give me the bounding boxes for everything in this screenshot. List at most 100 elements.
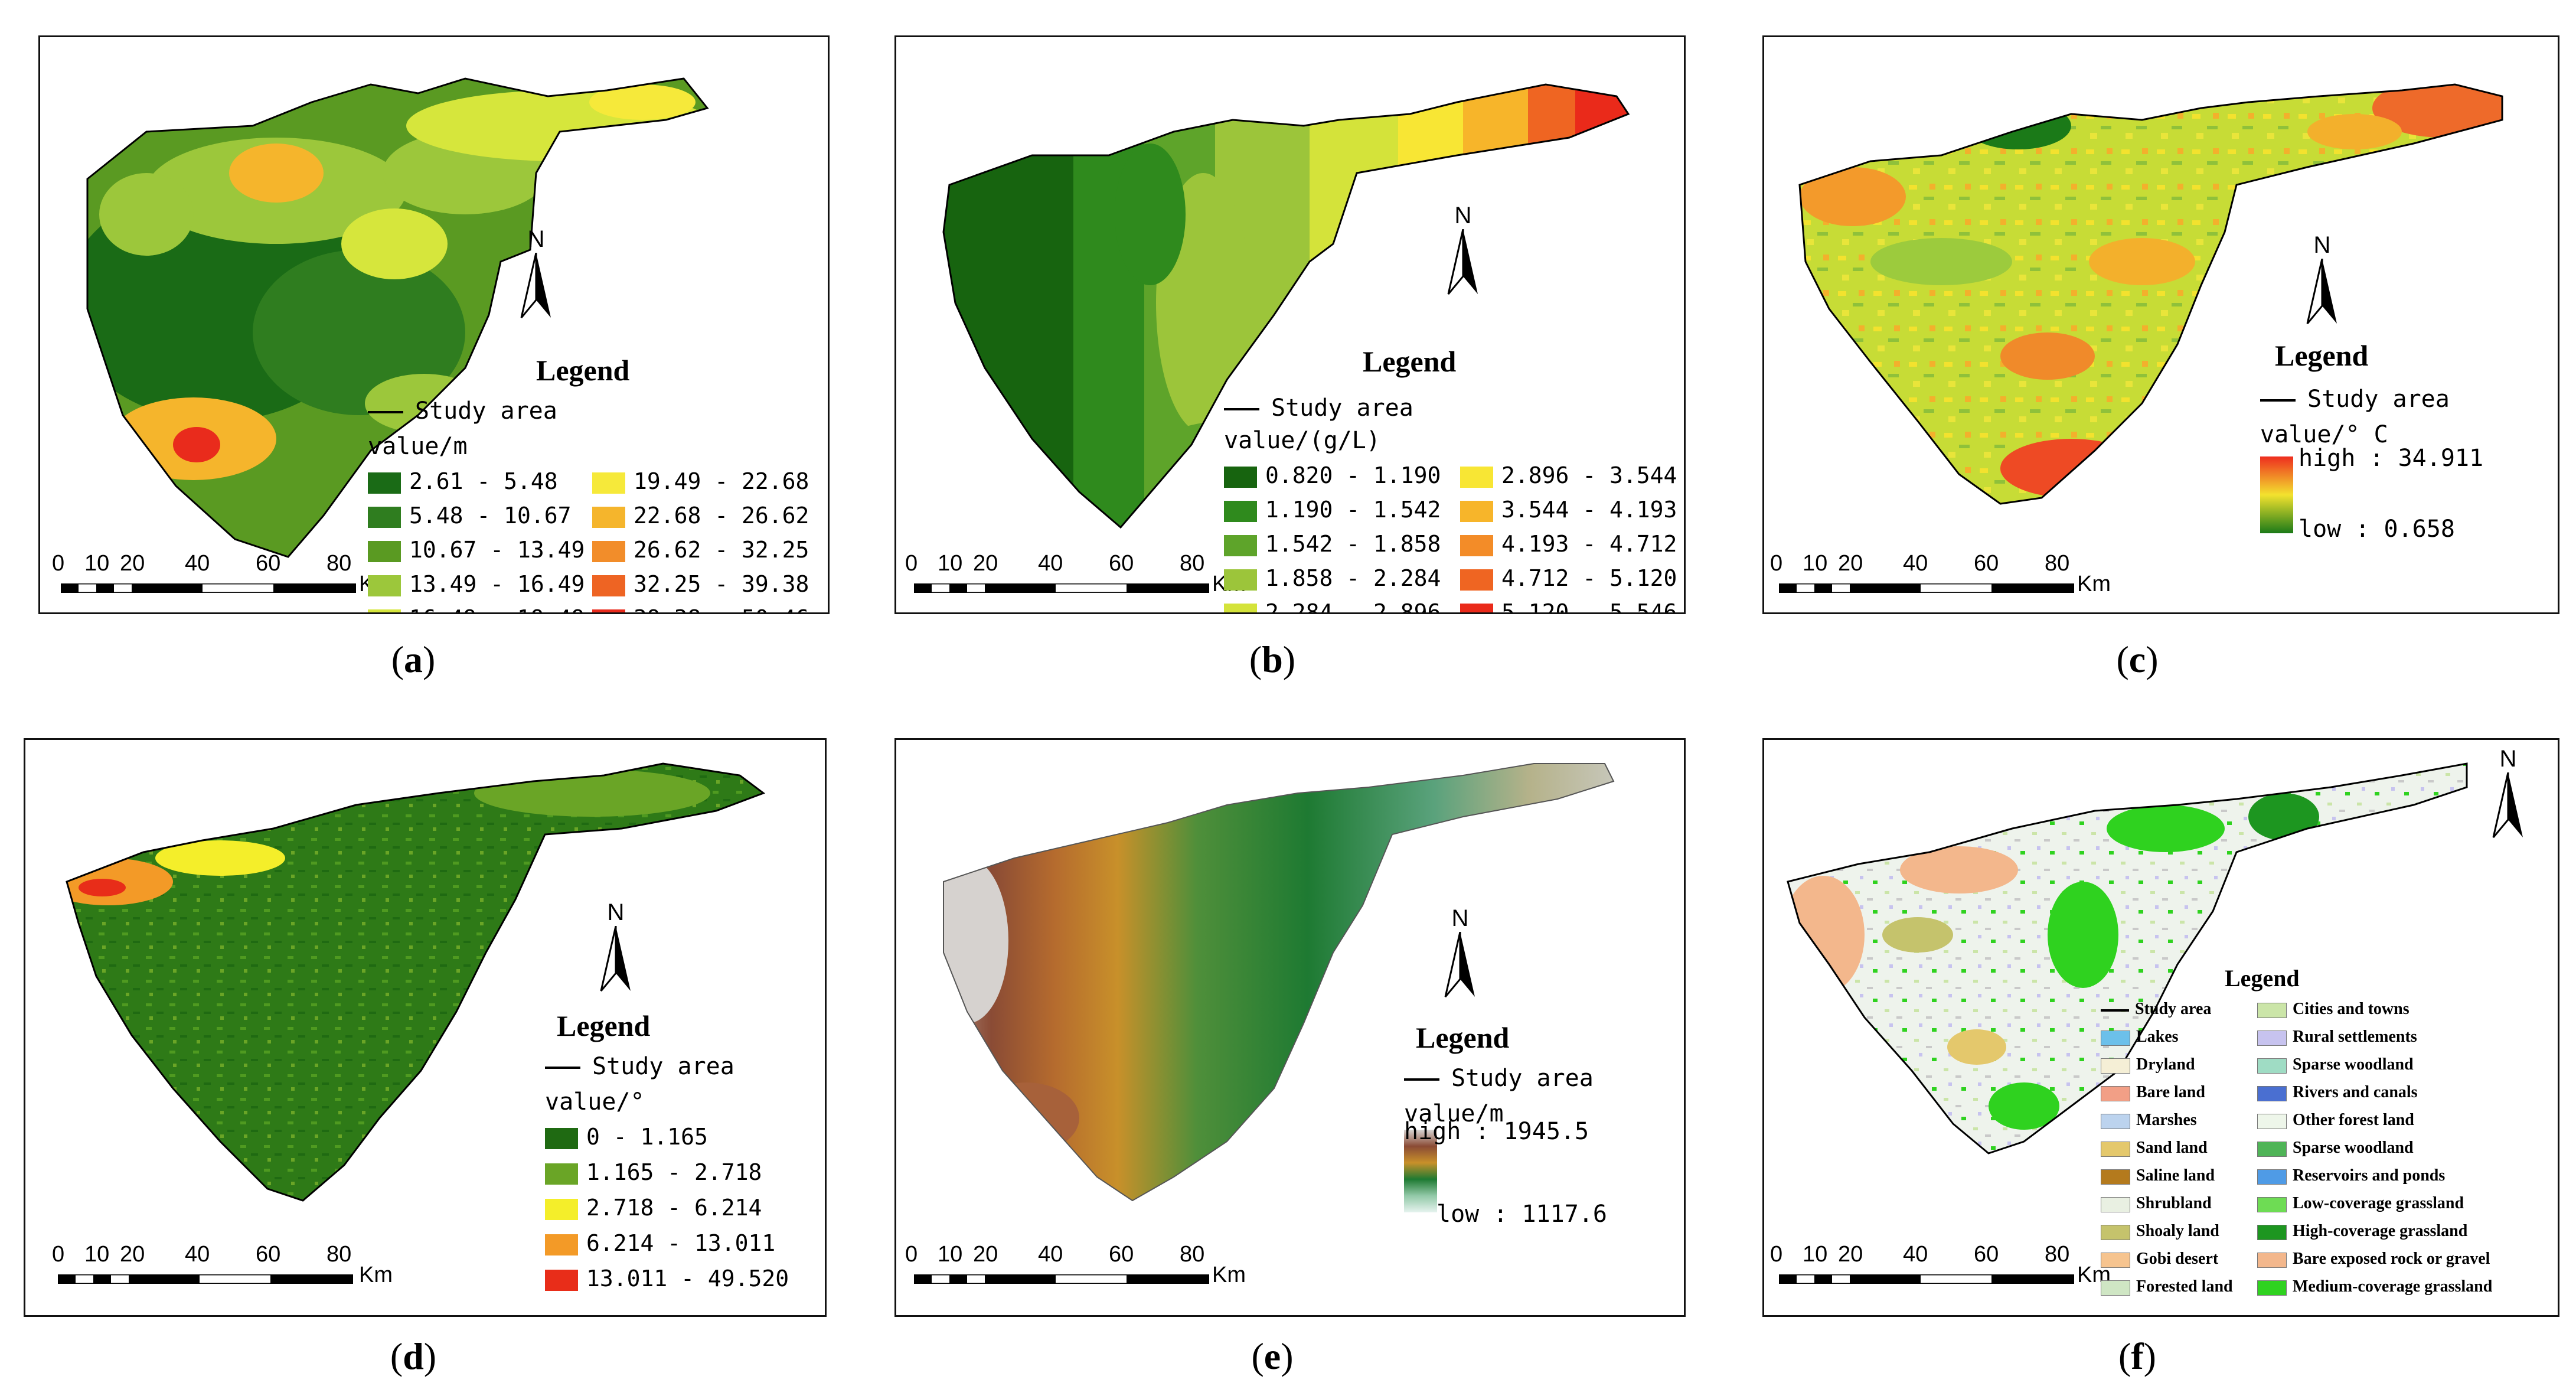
legend-landuse-label: Cities and towns: [2293, 1000, 2410, 1018]
legend-landuse-label: Sand land: [2136, 1139, 2208, 1157]
scale-bar: [913, 582, 1210, 594]
panel-d-map-canvas: [66, 762, 766, 1202]
legend-landuse-label: Sparse woodland: [2293, 1055, 2414, 1074]
legend-swatch: [2257, 1085, 2287, 1101]
scale-label-20: 20: [973, 1242, 998, 1267]
legend-landuse-item: Sparse woodland: [2257, 1139, 2414, 1157]
legend-swatch: [2257, 1252, 2287, 1268]
scale-label-10: 10: [1803, 1242, 1828, 1267]
scale-label-0: 0: [52, 551, 65, 576]
legend-high: high : 34.911: [2299, 445, 2484, 472]
panel-b-raster: [943, 84, 1628, 527]
scale-bar: [913, 1273, 1210, 1285]
scale-label-80: 80: [1180, 551, 1205, 576]
panel-d-map: N Legend Study area value/° 0 10 20 40 6…: [24, 738, 827, 1317]
legend-landuse-item: Gobi desert: [2101, 1250, 2218, 1268]
scale-label-60: 60: [1109, 551, 1134, 576]
legend-landuse-label: Forested land: [2136, 1277, 2233, 1296]
legend-landuse-item: Sparse woodland: [2257, 1055, 2414, 1074]
legend-class-item: 26.62 - 32.25: [592, 537, 809, 563]
scale-label-0: 0: [1770, 1242, 1783, 1267]
scale-label-20: 20: [120, 551, 145, 576]
scale-label-80: 80: [2045, 1242, 2070, 1267]
legend-landuse-label: Rural settlements: [2293, 1028, 2417, 1046]
legend-landuse-item: Other forest land: [2257, 1111, 2414, 1130]
scale-label-60: 60: [1974, 551, 1999, 576]
north-arrow-icon: N: [1442, 905, 1478, 1009]
legend-class-label: 6.214 - 13.011: [586, 1230, 776, 1256]
legend-unit: value/m: [1404, 1100, 1504, 1127]
legend-class-label: 13.011 - 49.520: [586, 1266, 789, 1292]
scale-unit: Km: [359, 1263, 393, 1287]
scale-label-40: 40: [1038, 1242, 1063, 1267]
legend-class-label: 5.48 - 10.67: [409, 503, 572, 529]
legend-class-item: 39.38 - 50.46: [592, 605, 809, 612]
legend-class-item: 2.61 - 5.48: [368, 468, 558, 494]
legend-study-area: Study area: [545, 1053, 734, 1080]
legend-unit: value/° C: [2260, 421, 2388, 448]
legend-title: Legend: [536, 354, 630, 387]
panel-b-map-canvas: [942, 83, 1630, 529]
legend-swatch: [2101, 1009, 2129, 1012]
legend-swatch: [2101, 1252, 2130, 1268]
legend-swatch: [1460, 603, 1493, 612]
legend-landuse-item: Low-coverage grassland: [2257, 1194, 2464, 1213]
scale-label-60: 60: [256, 551, 281, 576]
legend-landuse-item: Forested land: [2101, 1277, 2233, 1296]
legend-class-label: 1.542 - 1.858: [1265, 531, 1441, 557]
legend-class-item: 4.712 - 5.120: [1460, 565, 1677, 591]
legend-landuse-label: Bare exposed rock or gravel: [2293, 1250, 2490, 1268]
legend-swatch: [1460, 534, 1493, 556]
north-label: N: [2499, 746, 2517, 772]
legend-swatch: [592, 609, 625, 612]
legend-class-label: 2.718 - 6.214: [586, 1195, 762, 1221]
legend-class-label: 16.49 - 19.49: [409, 605, 585, 612]
legend-title: Legend: [1363, 345, 1457, 378]
legend-landuse-item: Dryland: [2101, 1055, 2195, 1074]
caption-d: (d): [390, 1335, 437, 1377]
scale-bar: [1778, 1273, 2075, 1285]
legend-landuse-label: Bare land: [2136, 1083, 2205, 1101]
legend-class-label: 1.165 - 2.718: [586, 1159, 762, 1185]
scale-label-0: 0: [905, 1242, 918, 1267]
legend-class-item: 0.820 - 1.190: [1224, 462, 1441, 488]
scale-label-10: 10: [1803, 551, 1828, 576]
legend-landuse-item: Sand land: [2101, 1139, 2208, 1157]
caption-f: (f): [2118, 1335, 2156, 1377]
scale-bar: [60, 582, 357, 594]
scale-label-20: 20: [973, 551, 998, 576]
north-label: N: [1451, 905, 1469, 931]
legend-landuse-item: Cities and towns: [2257, 1000, 2410, 1019]
legend-landuse-label: Shrubland: [2136, 1194, 2212, 1212]
scale-label-40: 40: [185, 551, 210, 576]
caption-e: (e): [1251, 1335, 1294, 1377]
legend-swatch: [2101, 1280, 2130, 1296]
legend-swatch: [545, 1127, 578, 1149]
north-arrow-icon: N: [598, 899, 634, 1003]
scale-label-20: 20: [1838, 1242, 1863, 1267]
caption-c: (c): [2116, 638, 2159, 680]
north-arrow-icon: N: [2304, 232, 2340, 335]
legend-landuse-item: Saline land: [2101, 1166, 2215, 1185]
legend-swatch: [2101, 1030, 2130, 1046]
color-ramp: [2260, 456, 2293, 533]
legend-class-item: 1.858 - 2.284: [1224, 565, 1441, 591]
legend-landuse-label: Saline land: [2136, 1166, 2215, 1185]
scale-label-10: 10: [84, 551, 110, 576]
legend-landuse-label: Medium-coverage grassland: [2293, 1277, 2493, 1296]
legend-swatch: [545, 1163, 578, 1185]
legend-landuse-label: Shoaly land: [2136, 1222, 2219, 1240]
legend-title: Legend: [2275, 339, 2369, 372]
legend-class-label: 5.120 - 5.546: [1501, 599, 1677, 614]
legend-swatch: [1460, 466, 1493, 488]
panel-b-map: N Legend Study area value/(g/L) 0 10 20 …: [894, 35, 1686, 614]
scale-label-80: 80: [327, 551, 352, 576]
legend-swatch: [1224, 466, 1257, 488]
legend-landuse-label: Reservoirs and ponds: [2293, 1166, 2446, 1185]
legend-swatch: [1224, 603, 1257, 612]
scale-label-10: 10: [84, 1242, 110, 1267]
legend-swatch: [2257, 1224, 2287, 1240]
legend-swatch: [2101, 1169, 2130, 1185]
legend-study-area: Study area: [1224, 394, 1413, 422]
legend-study-area: Study area: [368, 397, 557, 425]
